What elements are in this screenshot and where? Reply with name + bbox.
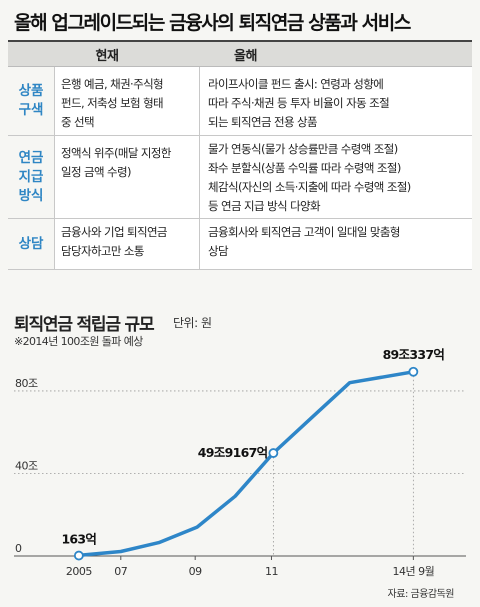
chart-note: ※2014년 100조원 돌파 예상	[14, 335, 143, 348]
data-label: 49조9167억	[198, 445, 268, 460]
y-tick-label: 40조	[15, 459, 38, 472]
table-row: 상품 구색 은행 예금, 채권·주식형 펀드, 저축성 보험 형태 중 선택 라…	[8, 67, 472, 136]
current-cell: 은행 예금, 채권·주식형 펀드, 저축성 보험 형태 중 선택	[54, 67, 200, 135]
table-header: 현재 올해	[8, 42, 472, 67]
current-cell: 금융사와 기업 퇴직연금 담당자하고만 소통	[54, 219, 200, 269]
next-text: 라이프사이클 펀드 출시: 연령과 성향에 따라 주식·채권 등 투자 비율이 …	[208, 77, 390, 129]
data-label: 89조337억	[383, 347, 445, 362]
current-text: 금융사와 기업 퇴직연금 담당자하고만 소통	[61, 225, 168, 258]
chart-unit: 단위: 원	[173, 316, 212, 330]
data-label: 163억	[61, 532, 96, 547]
next-cell: 라이프사이클 펀드 출시: 연령과 성향에 따라 주식·채권 등 투자 비율이 …	[200, 67, 472, 135]
row-category: 상품 구색	[18, 83, 44, 118]
page-title: 올해 업그레이드되는 금융사의 퇴직연금 상품과 서비스	[14, 12, 411, 34]
row-category: 상담	[18, 235, 44, 252]
table-row: 상담 금융사와 기업 퇴직연금 담당자하고만 소통 금융회사와 퇴직연금 고객이…	[8, 219, 472, 270]
table-row: 연금 지급 방식 정액식 위주(매달 지정한 일정 금액 수령) 물가 연동식(…	[8, 136, 472, 219]
next-text: 물가 연동식(물가 상승률만큼 수령액 조절) 좌수 분할식(상품 수익률 따라…	[208, 142, 411, 213]
column-header-current: 현재	[95, 48, 119, 64]
source-note: 자료: 금융감독원	[387, 589, 455, 600]
data-point-marker	[408, 366, 419, 377]
x-tick-label: 07	[114, 565, 127, 578]
series-line	[77, 370, 416, 558]
x-tick-label: 09	[189, 565, 202, 578]
y-tick-label: 80조	[15, 377, 38, 390]
data-point-marker	[268, 448, 279, 458]
data-point-marker	[73, 550, 84, 561]
current-cell: 정액식 위주(매달 지정한 일정 금액 수령)	[54, 136, 200, 218]
current-text: 정액식 위주(매달 지정한 일정 금액 수령)	[61, 146, 171, 179]
row-category: 연금 지급 방식	[18, 149, 44, 204]
x-tick-label: 11	[265, 565, 278, 578]
x-tick-label: 14년 9월	[392, 565, 434, 578]
next-cell: 물가 연동식(물가 상승률만큼 수령액 조절) 좌수 분할식(상품 수익률 따라…	[200, 136, 472, 218]
comparison-table: 현재 올해 상품 구색 은행 예금, 채권·주식형 펀드, 저축성 보험 형태 …	[8, 40, 472, 270]
x-tick-label: 2005	[66, 565, 92, 578]
next-cell: 금융회사와 퇴직연금 고객이 일대일 맞춤형 상담	[200, 219, 472, 269]
next-text: 금융회사와 퇴직연금 고객이 일대일 맞춤형 상담	[208, 225, 400, 258]
chart-title: 퇴직연금 적립금 규모	[14, 315, 155, 335]
current-text: 은행 예금, 채권·주식형 펀드, 저축성 보험 형태 중 선택	[61, 77, 164, 129]
y-tick-label: 0	[15, 542, 22, 555]
column-header-next: 올해	[234, 48, 257, 64]
